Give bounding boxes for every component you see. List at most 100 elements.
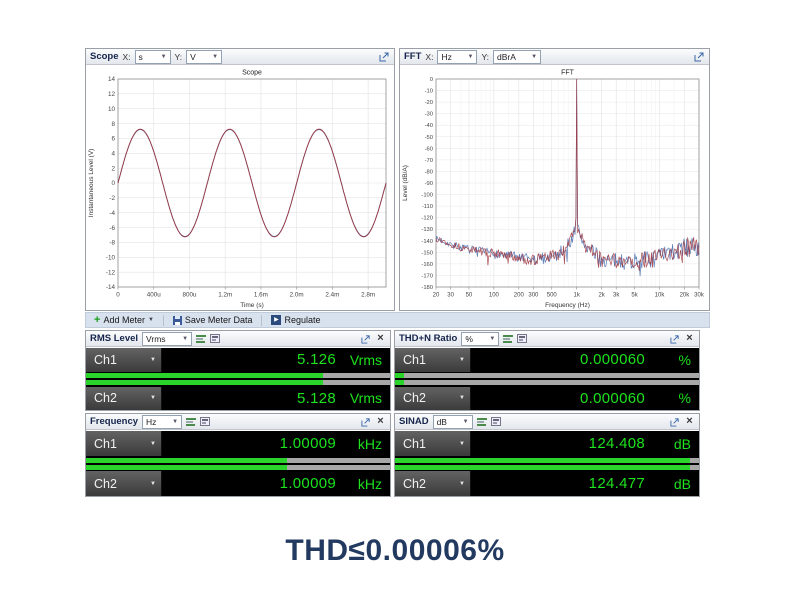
ch2-label: Ch2 <box>403 391 426 406</box>
expand-icon[interactable] <box>361 334 371 344</box>
ch2-selector[interactable]: Ch2 ▼ <box>395 386 471 410</box>
ch2-reading: 124.477 dB <box>471 471 699 496</box>
scope-x-unit-value: s <box>138 51 143 62</box>
add-meter-label: Add Meter <box>103 315 145 325</box>
svg-text:300: 300 <box>528 293 539 299</box>
frequency-body: Ch1 ▼ 1.00009 kHz Ch2 ▼ 1.00009 kHz <box>86 431 390 496</box>
add-meter-button[interactable]: + Add Meter ▼ <box>90 314 158 327</box>
close-icon[interactable]: × <box>377 415 384 427</box>
fft-x-unit-select[interactable]: Hz ▼ <box>437 49 478 64</box>
scope-x-unit-select[interactable]: s ▼ <box>134 49 171 64</box>
ch2-selector[interactable]: Ch2 ▼ <box>395 471 471 496</box>
svg-text:5k: 5k <box>631 293 638 299</box>
ch1-reading: 0.000060% <box>471 348 699 372</box>
ch2-bar <box>395 464 699 470</box>
scope-y-unit-select[interactable]: V ▼ <box>186 49 223 64</box>
chevron-down-icon: ▼ <box>212 53 219 60</box>
svg-text:2k: 2k <box>598 293 605 299</box>
svg-text:-4: -4 <box>109 210 115 217</box>
svg-text:-40: -40 <box>425 123 433 129</box>
svg-text:-60: -60 <box>425 146 433 152</box>
ch2-selector[interactable]: Ch2 ▼ <box>86 471 162 496</box>
fft-panel: FFT X: Hz ▼ Y: dBrA ▼ 0 -10 -20 -30 -40 -50 -60 -… <box>399 48 710 311</box>
chevron-down-icon: ▼ <box>459 356 465 363</box>
svg-text:1.6m: 1.6m <box>254 292 268 299</box>
svg-text:10k: 10k <box>655 293 666 299</box>
ch1-unit: dB <box>673 435 691 452</box>
ch2-unit: Vrms <box>349 390 382 407</box>
svg-text:0: 0 <box>116 292 120 299</box>
bar-display-icon[interactable] <box>196 334 207 343</box>
expand-icon[interactable] <box>379 51 390 62</box>
meter-row-ch1: Ch1 ▼ 0.000060% <box>395 348 699 372</box>
svg-text:8: 8 <box>111 121 115 128</box>
scope-panel-title: Scope <box>90 51 119 62</box>
frequency-unit-value: Hz <box>146 416 157 427</box>
close-icon[interactable]: × <box>377 332 384 344</box>
svg-text:-160: -160 <box>421 262 433 268</box>
ch2-reading: 0.000060% <box>471 387 699 411</box>
scope-panel-header: Scope X: s ▼ Y: V ▼ <box>86 49 394 65</box>
svg-text:500: 500 <box>547 293 558 299</box>
svg-text:-100: -100 <box>421 193 433 199</box>
meter-options-icon[interactable] <box>200 417 211 426</box>
close-icon[interactable]: × <box>686 415 693 427</box>
frequency-meter-panel: Frequency Hz ▼ × Ch1 ▼ 1.00009 kHz Ch2 ▼ 1.0… <box>85 413 391 497</box>
close-icon[interactable]: × <box>686 332 693 344</box>
regulate-label: Regulate <box>284 315 321 325</box>
regulate-button[interactable]: ▶ Regulate <box>267 314 324 327</box>
svg-text:-140: -140 <box>421 239 433 245</box>
ch2-label: Ch2 <box>94 476 117 491</box>
svg-text:1k: 1k <box>574 293 581 299</box>
svg-text:10: 10 <box>108 106 116 113</box>
expand-icon[interactable] <box>670 417 680 427</box>
chevron-down-icon: ▼ <box>462 418 469 425</box>
chevron-down-icon: ▼ <box>150 356 156 363</box>
fft-y-axis-label: Y: <box>481 51 490 62</box>
ch1-unit: Vrms <box>349 351 382 368</box>
ch2-unit: dB <box>673 475 691 492</box>
bar-display-icon[interactable] <box>476 417 487 426</box>
chevron-down-icon: ▼ <box>459 480 465 487</box>
meter-row-ch1: Ch1 ▼ 5.126 Vrms <box>86 348 390 372</box>
ch1-selector[interactable]: Ch1 ▼ <box>395 431 471 456</box>
svg-text:-90: -90 <box>425 181 433 187</box>
bar-display-icon[interactable] <box>186 417 197 426</box>
save-icon <box>172 315 182 325</box>
svg-text:-130: -130 <box>421 227 433 233</box>
meter-options-icon[interactable] <box>490 417 501 426</box>
thdn-unit-select[interactable]: % ▼ <box>461 331 500 346</box>
bar-display-icon[interactable] <box>503 334 514 343</box>
ch1-selector[interactable]: Ch1 ▼ <box>86 348 162 372</box>
fft-y-unit-select[interactable]: dBrA ▼ <box>493 49 542 64</box>
frequency-title: Frequency <box>90 416 139 427</box>
scope-y-axis-label: Y: <box>174 51 183 62</box>
sinad-unit-select[interactable]: dB ▼ <box>432 414 473 429</box>
fft-x-unit-value: Hz <box>441 51 452 62</box>
toolbar-separator <box>261 314 263 326</box>
frequency-unit-select[interactable]: Hz ▼ <box>142 414 183 429</box>
svg-text:FFT: FFT <box>561 70 575 77</box>
ch1-selector[interactable]: Ch1 ▼ <box>86 431 162 456</box>
rms-unit-select[interactable]: Vrms ▼ <box>142 331 193 346</box>
expand-icon[interactable] <box>361 417 371 427</box>
save-meter-data-button[interactable]: Save Meter Data <box>169 314 257 327</box>
meter-options-icon[interactable] <box>517 334 528 343</box>
chevron-down-icon: ▼ <box>489 335 496 342</box>
expand-icon[interactable] <box>694 51 705 62</box>
thdn-ratio-body: Ch1 ▼ 0.000060% Ch2 ▼ 0.000060% <box>395 348 699 410</box>
meter-row-ch1: Ch1 ▼ 1.00009 kHz <box>86 431 390 456</box>
ch2-unit: % <box>678 390 691 407</box>
meter-bars <box>86 456 390 471</box>
ch1-selector[interactable]: Ch1 ▼ <box>395 348 471 372</box>
expand-icon[interactable] <box>670 334 680 344</box>
meter-row-ch1: Ch1 ▼ 124.408 dB <box>395 431 699 456</box>
ch1-value: 124.408 <box>588 435 645 452</box>
rms-unit-value: Vrms <box>146 333 166 344</box>
chevron-down-icon: ▼ <box>459 395 465 402</box>
meter-options-icon[interactable] <box>210 334 221 343</box>
svg-text:14: 14 <box>108 76 116 83</box>
ch2-selector[interactable]: Ch2 ▼ <box>86 386 162 410</box>
sinad-title: SINAD <box>399 416 429 427</box>
svg-text:-170: -170 <box>421 273 433 279</box>
